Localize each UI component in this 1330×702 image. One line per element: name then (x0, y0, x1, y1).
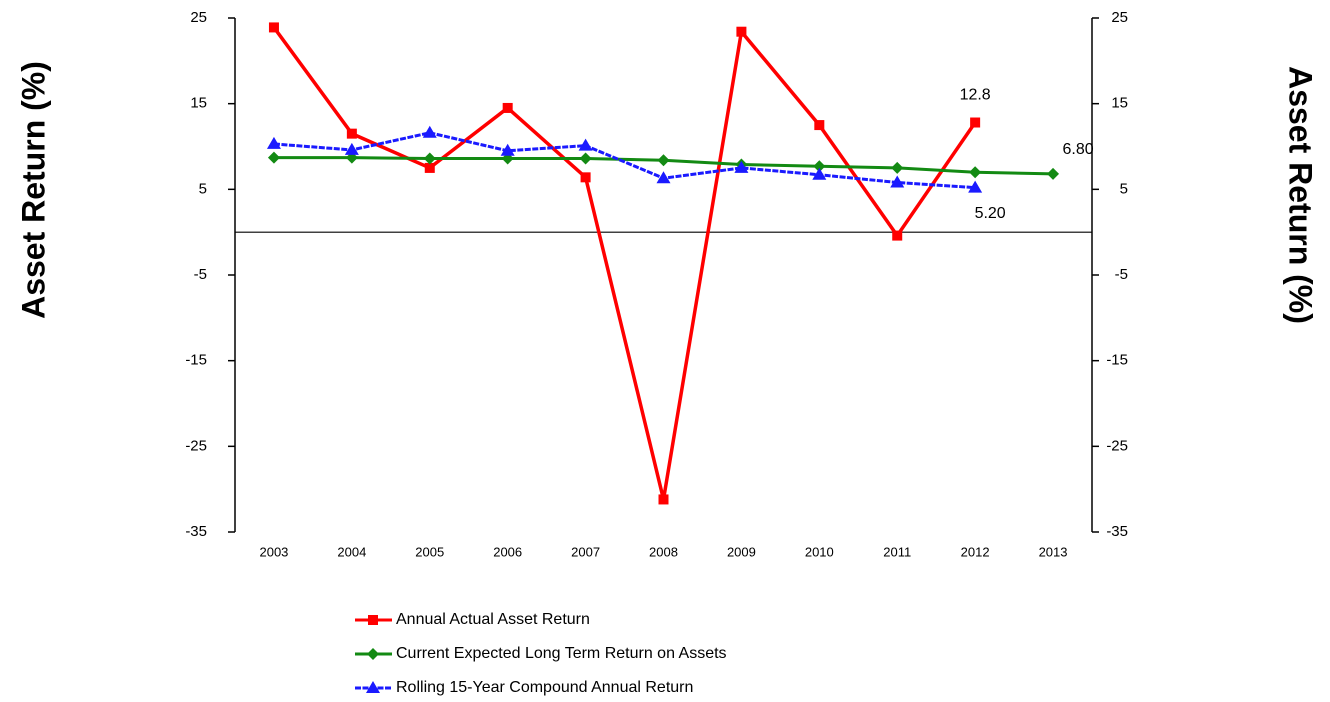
marker (579, 152, 592, 165)
y-tick-label: 25 (190, 9, 207, 26)
y-tick-label: -15 (185, 352, 207, 369)
marker (424, 162, 435, 173)
x-tick-label: 2012 (961, 544, 990, 559)
marker (422, 125, 437, 138)
x-tick-label: 2009 (727, 544, 756, 559)
marker (267, 151, 280, 164)
marker (736, 26, 747, 37)
y-tick-label: 15 (190, 95, 207, 112)
marker (344, 142, 359, 155)
marker (1047, 167, 1060, 180)
data-label: 12.8 (960, 87, 991, 104)
y2-tick-label: -5 (1115, 266, 1128, 283)
y-tick-label: 5 (199, 180, 207, 197)
marker (892, 230, 903, 241)
legend-marker (368, 615, 378, 625)
y2-tick-label: 25 (1111, 9, 1128, 26)
y2-tick-label: 15 (1111, 95, 1128, 112)
legend-label: Annual Actual Asset Return (396, 611, 590, 628)
y-tick-label: -5 (194, 266, 207, 283)
marker (656, 171, 671, 184)
y-tick-label: -25 (185, 437, 207, 454)
marker (891, 161, 904, 174)
marker (813, 160, 826, 173)
marker (814, 120, 825, 131)
series-line (273, 131, 976, 190)
x-tick-label: 2005 (415, 544, 444, 559)
data-label: 5.20 (975, 205, 1006, 222)
marker (500, 143, 515, 156)
y2-tick-label: -25 (1106, 437, 1128, 454)
y-tick-label: -35 (185, 523, 207, 540)
legend-marker (367, 648, 379, 660)
marker (812, 167, 827, 180)
marker (346, 128, 357, 139)
x-tick-label: 2013 (1039, 544, 1068, 559)
marker (268, 22, 279, 33)
x-tick-label: 2004 (337, 544, 366, 559)
x-tick-label: 2011 (883, 544, 911, 559)
marker (734, 160, 749, 173)
marker (580, 172, 591, 183)
marker (658, 494, 669, 505)
x-tick-label: 2007 (571, 544, 600, 559)
series-line (272, 26, 977, 500)
y-axis-title: Asset Return (%) (15, 61, 51, 319)
legend-label: Rolling 15-Year Compound Annual Return (396, 679, 693, 696)
marker (502, 102, 513, 113)
marker (423, 152, 436, 165)
x-tick-label: 2008 (649, 544, 678, 559)
y2-tick-label: -15 (1106, 352, 1128, 369)
marker (266, 136, 281, 149)
x-tick-label: 2003 (259, 544, 288, 559)
x-tick-label: 2006 (493, 544, 522, 559)
legend-label: Current Expected Long Term Return on Ass… (396, 645, 727, 662)
marker (657, 154, 670, 167)
legend-marker (366, 681, 380, 693)
y2-tick-label: 5 (1120, 180, 1128, 197)
data-label: 6.80 (1062, 141, 1093, 158)
marker (969, 166, 982, 179)
marker (890, 175, 905, 188)
marker (968, 180, 983, 193)
marker (578, 138, 593, 151)
y2-axis-title: Asset Return (%) (1283, 66, 1319, 324)
y2-tick-label: -35 (1106, 523, 1128, 540)
x-tick-label: 2010 (805, 544, 834, 559)
marker (970, 117, 981, 128)
